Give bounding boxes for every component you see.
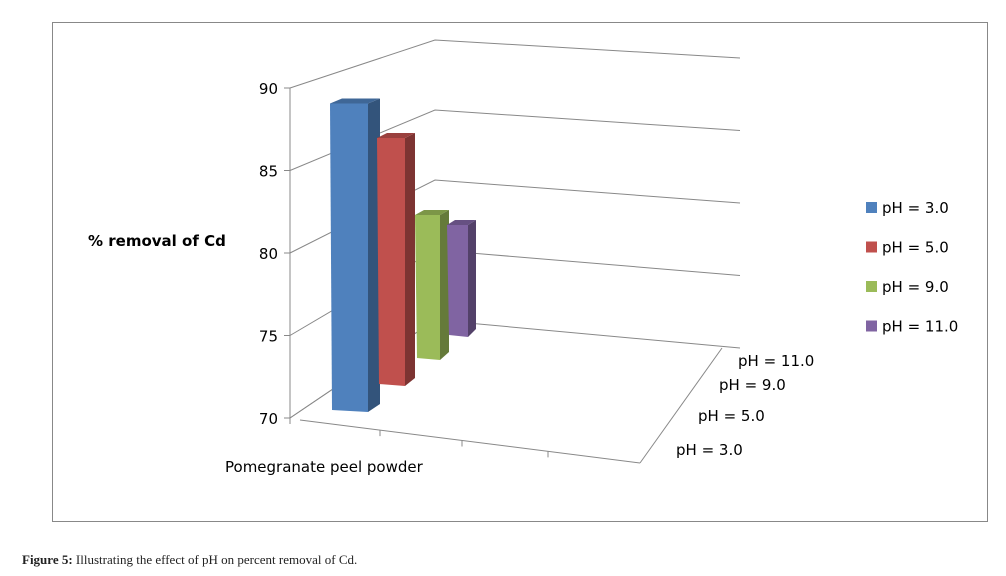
bar-side bbox=[468, 220, 476, 337]
bar-3 bbox=[415, 210, 449, 360]
bar-1 bbox=[330, 98, 380, 412]
legend-swatch bbox=[866, 202, 877, 213]
y-tick-label: 80 bbox=[259, 245, 278, 263]
chart-frame bbox=[52, 22, 988, 522]
depth-axis-label: pH = 5.0 bbox=[698, 407, 765, 425]
legend-swatch bbox=[866, 320, 877, 332]
depth-axis-label: pH = 11.0 bbox=[738, 352, 814, 370]
y-axis-label: % removal of Cd bbox=[88, 232, 226, 250]
y-tick-label: 70 bbox=[259, 410, 278, 428]
caption-text: Illustrating the effect of pH on percent… bbox=[72, 552, 358, 567]
legend-label: pH = 9.0 bbox=[882, 278, 949, 296]
floor-front-edge bbox=[299, 419, 641, 464]
legend-label: pH = 5.0 bbox=[882, 239, 949, 257]
category-label: Pomegranate peel powder bbox=[225, 458, 424, 476]
bar-front bbox=[415, 215, 440, 360]
legend-swatch bbox=[866, 241, 877, 253]
y-tick-label: 75 bbox=[259, 328, 278, 346]
floor-right-edge bbox=[639, 347, 723, 464]
legend-label: pH = 3.0 bbox=[882, 199, 949, 217]
bar-front bbox=[377, 138, 405, 386]
bar-side bbox=[368, 98, 380, 412]
legend-label: pH = 11.0 bbox=[882, 318, 958, 336]
legend-swatch bbox=[866, 281, 877, 292]
bar-side bbox=[440, 210, 449, 360]
bar-top bbox=[447, 220, 476, 225]
bar-front bbox=[330, 103, 368, 412]
bar-2 bbox=[377, 133, 415, 386]
bar-front bbox=[447, 225, 468, 337]
bar-top bbox=[377, 133, 415, 138]
depth-axis-label: pH = 3.0 bbox=[676, 441, 743, 459]
figure-caption: Figure 5: Illustrating the effect of pH … bbox=[22, 552, 357, 568]
gridline bbox=[289, 39, 741, 89]
bar-top bbox=[330, 98, 380, 104]
bar-top bbox=[415, 210, 449, 215]
y-tick-label: 85 bbox=[259, 163, 278, 181]
y-tick-label: 90 bbox=[259, 80, 278, 98]
depth-axis-label: pH = 9.0 bbox=[719, 376, 786, 394]
caption-label: Figure 5: bbox=[22, 552, 73, 567]
bar-side bbox=[405, 133, 415, 386]
bar-4 bbox=[447, 220, 476, 337]
